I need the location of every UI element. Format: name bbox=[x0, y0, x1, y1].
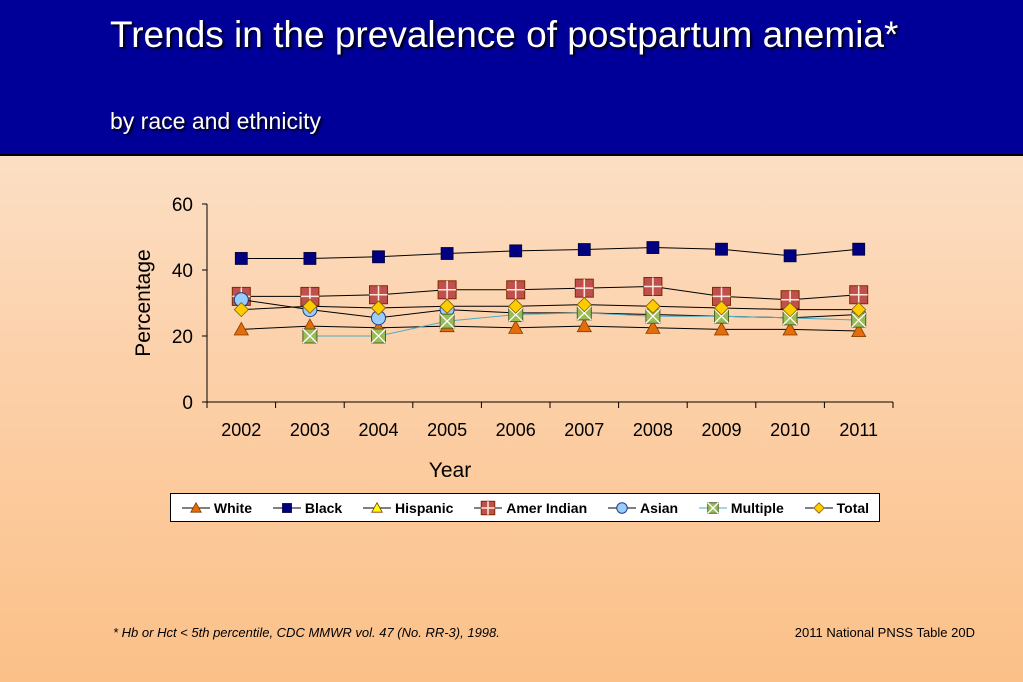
point-black bbox=[715, 242, 728, 256]
point-total bbox=[233, 302, 249, 318]
point-amer-indian bbox=[849, 285, 869, 305]
point-total bbox=[508, 298, 524, 314]
point-white bbox=[508, 319, 524, 334]
point-white bbox=[782, 321, 798, 336]
legend-label: Total bbox=[836, 499, 870, 516]
x-tick-label: 2003 bbox=[290, 420, 330, 440]
point-black bbox=[509, 244, 523, 258]
point-total bbox=[370, 300, 387, 316]
footnote: * Hb or Hct < 5th percentile, CDC MMWR v… bbox=[113, 625, 500, 640]
legend-item-amer-indian: Amer Indian bbox=[473, 500, 587, 516]
x-tick-label: 2009 bbox=[701, 420, 741, 440]
legend-label: Black bbox=[304, 499, 343, 516]
point-white bbox=[576, 318, 592, 333]
point-total bbox=[851, 302, 867, 318]
slide-title: Trends in the prevalence of postpartum a… bbox=[110, 14, 899, 55]
x-tick-label: 2005 bbox=[427, 420, 467, 440]
series-line-white bbox=[241, 325, 859, 332]
slide-subtitle: by race and ethnicity bbox=[110, 108, 321, 134]
legend-label: Asian bbox=[639, 499, 679, 516]
legend-marker-icon bbox=[607, 501, 636, 514]
point-black bbox=[372, 250, 385, 264]
point-white bbox=[645, 319, 661, 334]
y-tick-label: 40 bbox=[172, 261, 193, 282]
y-tick-label: 60 bbox=[172, 195, 193, 216]
y-tick-label: 0 bbox=[182, 393, 193, 414]
x-tick-label: 2011 bbox=[839, 420, 878, 440]
legend-marker-icon bbox=[363, 501, 392, 513]
point-black bbox=[852, 242, 866, 256]
point-multiple bbox=[851, 312, 867, 328]
point-total bbox=[645, 298, 661, 314]
chart-legend: White Black Hispanic Amer Indian Asian Multip… bbox=[170, 493, 880, 522]
x-tick-label: 2010 bbox=[770, 420, 810, 440]
legend-label: Amer Indian bbox=[506, 499, 588, 516]
point-multiple bbox=[302, 328, 318, 344]
point-multiple bbox=[576, 305, 592, 321]
point-amer-indian bbox=[574, 278, 594, 298]
legend-item-multiple: Multiple bbox=[698, 500, 784, 516]
series-line-amer-indian bbox=[241, 285, 859, 301]
legend-item-white: White bbox=[181, 500, 252, 516]
point-black bbox=[783, 249, 797, 263]
x-tick-label: 2004 bbox=[358, 420, 398, 440]
x-tick-label: 2006 bbox=[496, 420, 536, 440]
x-tick-label: 2002 bbox=[221, 420, 261, 440]
legend-marker-icon bbox=[804, 501, 833, 514]
point-total bbox=[713, 300, 730, 316]
point-multiple bbox=[508, 307, 524, 323]
legend-item-black: Black bbox=[272, 500, 342, 516]
y-axis-label: Percentage bbox=[132, 249, 155, 356]
point-multiple bbox=[714, 308, 729, 324]
point-total bbox=[302, 298, 318, 314]
legend-label: Hispanic bbox=[395, 499, 454, 516]
point-white bbox=[233, 321, 249, 336]
point-amer-indian bbox=[437, 280, 457, 300]
point-black bbox=[577, 243, 591, 256]
line-chart: 0 20 40 60 2002 2003 2004 2005 2006 2007 2008 2009 2… bbox=[132, 195, 894, 482]
source-note: 2011 National PNSS Table 20D bbox=[794, 625, 975, 640]
point-multiple bbox=[439, 313, 455, 329]
point-black bbox=[234, 252, 248, 265]
series-line-black bbox=[241, 247, 859, 259]
legend-item-asian: Asian bbox=[607, 500, 678, 516]
legend-marker-icon bbox=[272, 502, 301, 513]
legend-item-hispanic: Hispanic bbox=[362, 500, 453, 516]
x-tick-label: 2007 bbox=[564, 420, 604, 440]
x-axis-label: Year bbox=[429, 459, 471, 482]
point-multiple bbox=[782, 310, 798, 326]
point-amer-indian bbox=[506, 280, 526, 300]
point-total bbox=[576, 297, 592, 313]
point-black bbox=[440, 247, 454, 260]
legend-label: Multiple bbox=[730, 499, 784, 516]
point-black bbox=[646, 241, 660, 254]
x-tick-label: 2008 bbox=[633, 420, 673, 440]
point-total bbox=[782, 302, 798, 318]
point-white bbox=[713, 321, 730, 336]
legend-marker-icon bbox=[698, 501, 727, 514]
series-line-total bbox=[241, 304, 859, 311]
point-white bbox=[851, 323, 867, 338]
point-amer-indian bbox=[643, 277, 663, 296]
legend-item-total: Total bbox=[804, 500, 869, 516]
legend-label: White bbox=[213, 499, 253, 516]
legend-marker-icon bbox=[181, 501, 210, 513]
slide-header: Trends in the prevalence of postpartum a… bbox=[0, 0, 1023, 156]
point-black bbox=[303, 252, 317, 265]
point-multiple bbox=[371, 328, 386, 344]
y-tick-label: 20 bbox=[172, 327, 193, 348]
point-total bbox=[439, 298, 455, 314]
legend-marker-icon bbox=[474, 500, 503, 515]
